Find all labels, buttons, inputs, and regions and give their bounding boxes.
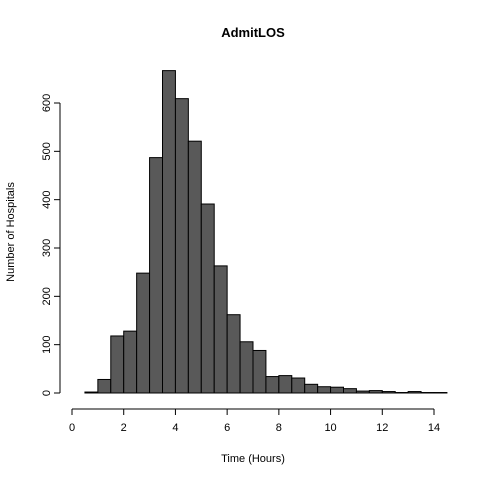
histogram-bar <box>330 386 345 394</box>
histogram-bar <box>213 265 228 394</box>
histogram-bar <box>252 349 267 394</box>
histogram-bar <box>162 70 176 394</box>
y-tick-label: 400 <box>41 190 53 208</box>
y-tick-label: 600 <box>41 94 53 112</box>
bars-group <box>84 70 448 394</box>
histogram-bar <box>123 330 138 394</box>
x-tick-label: 10 <box>324 422 336 434</box>
histogram-bar <box>149 157 163 394</box>
x-axis-label: Time (Hours) <box>221 453 285 465</box>
histogram-bar <box>343 388 357 394</box>
y-tick-label: 100 <box>41 335 53 353</box>
y-tick-label: 0 <box>41 390 53 396</box>
histogram-bar <box>136 272 151 394</box>
histogram-bar <box>110 335 125 394</box>
x-tick-label: 2 <box>121 422 127 434</box>
histogram-bar <box>239 341 254 394</box>
histogram-bar <box>278 375 293 394</box>
y-axis-label: Number of Hospitals <box>5 182 17 282</box>
histogram-bar <box>200 203 215 394</box>
x-tick-label: 4 <box>172 422 178 434</box>
chart-title: AdmitLOS <box>221 25 285 40</box>
histogram-bar <box>291 377 306 394</box>
y-tick-label: 200 <box>41 287 53 305</box>
y-axis: 0 100 200 300 400 500 600 <box>41 94 61 396</box>
histogram-bar <box>187 140 202 394</box>
histogram-bar <box>317 386 332 394</box>
x-tick-label: 14 <box>428 422 440 434</box>
x-axis: 0 2 4 6 8 10 12 14 <box>69 408 440 434</box>
x-tick-label: 6 <box>224 422 230 434</box>
histogram-bar <box>265 376 280 394</box>
histogram-bar <box>381 391 396 394</box>
histogram-bar <box>368 390 383 394</box>
y-tick-label: 300 <box>41 239 53 257</box>
histogram-bar <box>174 98 189 394</box>
histogram-bar <box>304 383 319 394</box>
y-tick-label: 500 <box>41 142 53 160</box>
histogram-bar <box>84 391 99 394</box>
histogram-bar <box>97 378 112 394</box>
x-tick-label: 0 <box>69 422 75 434</box>
histogram-bar <box>226 314 241 394</box>
histogram-bar <box>407 391 422 394</box>
histogram-bar <box>355 390 370 394</box>
x-tick-label: 12 <box>376 422 388 434</box>
x-tick-label: 8 <box>276 422 282 434</box>
